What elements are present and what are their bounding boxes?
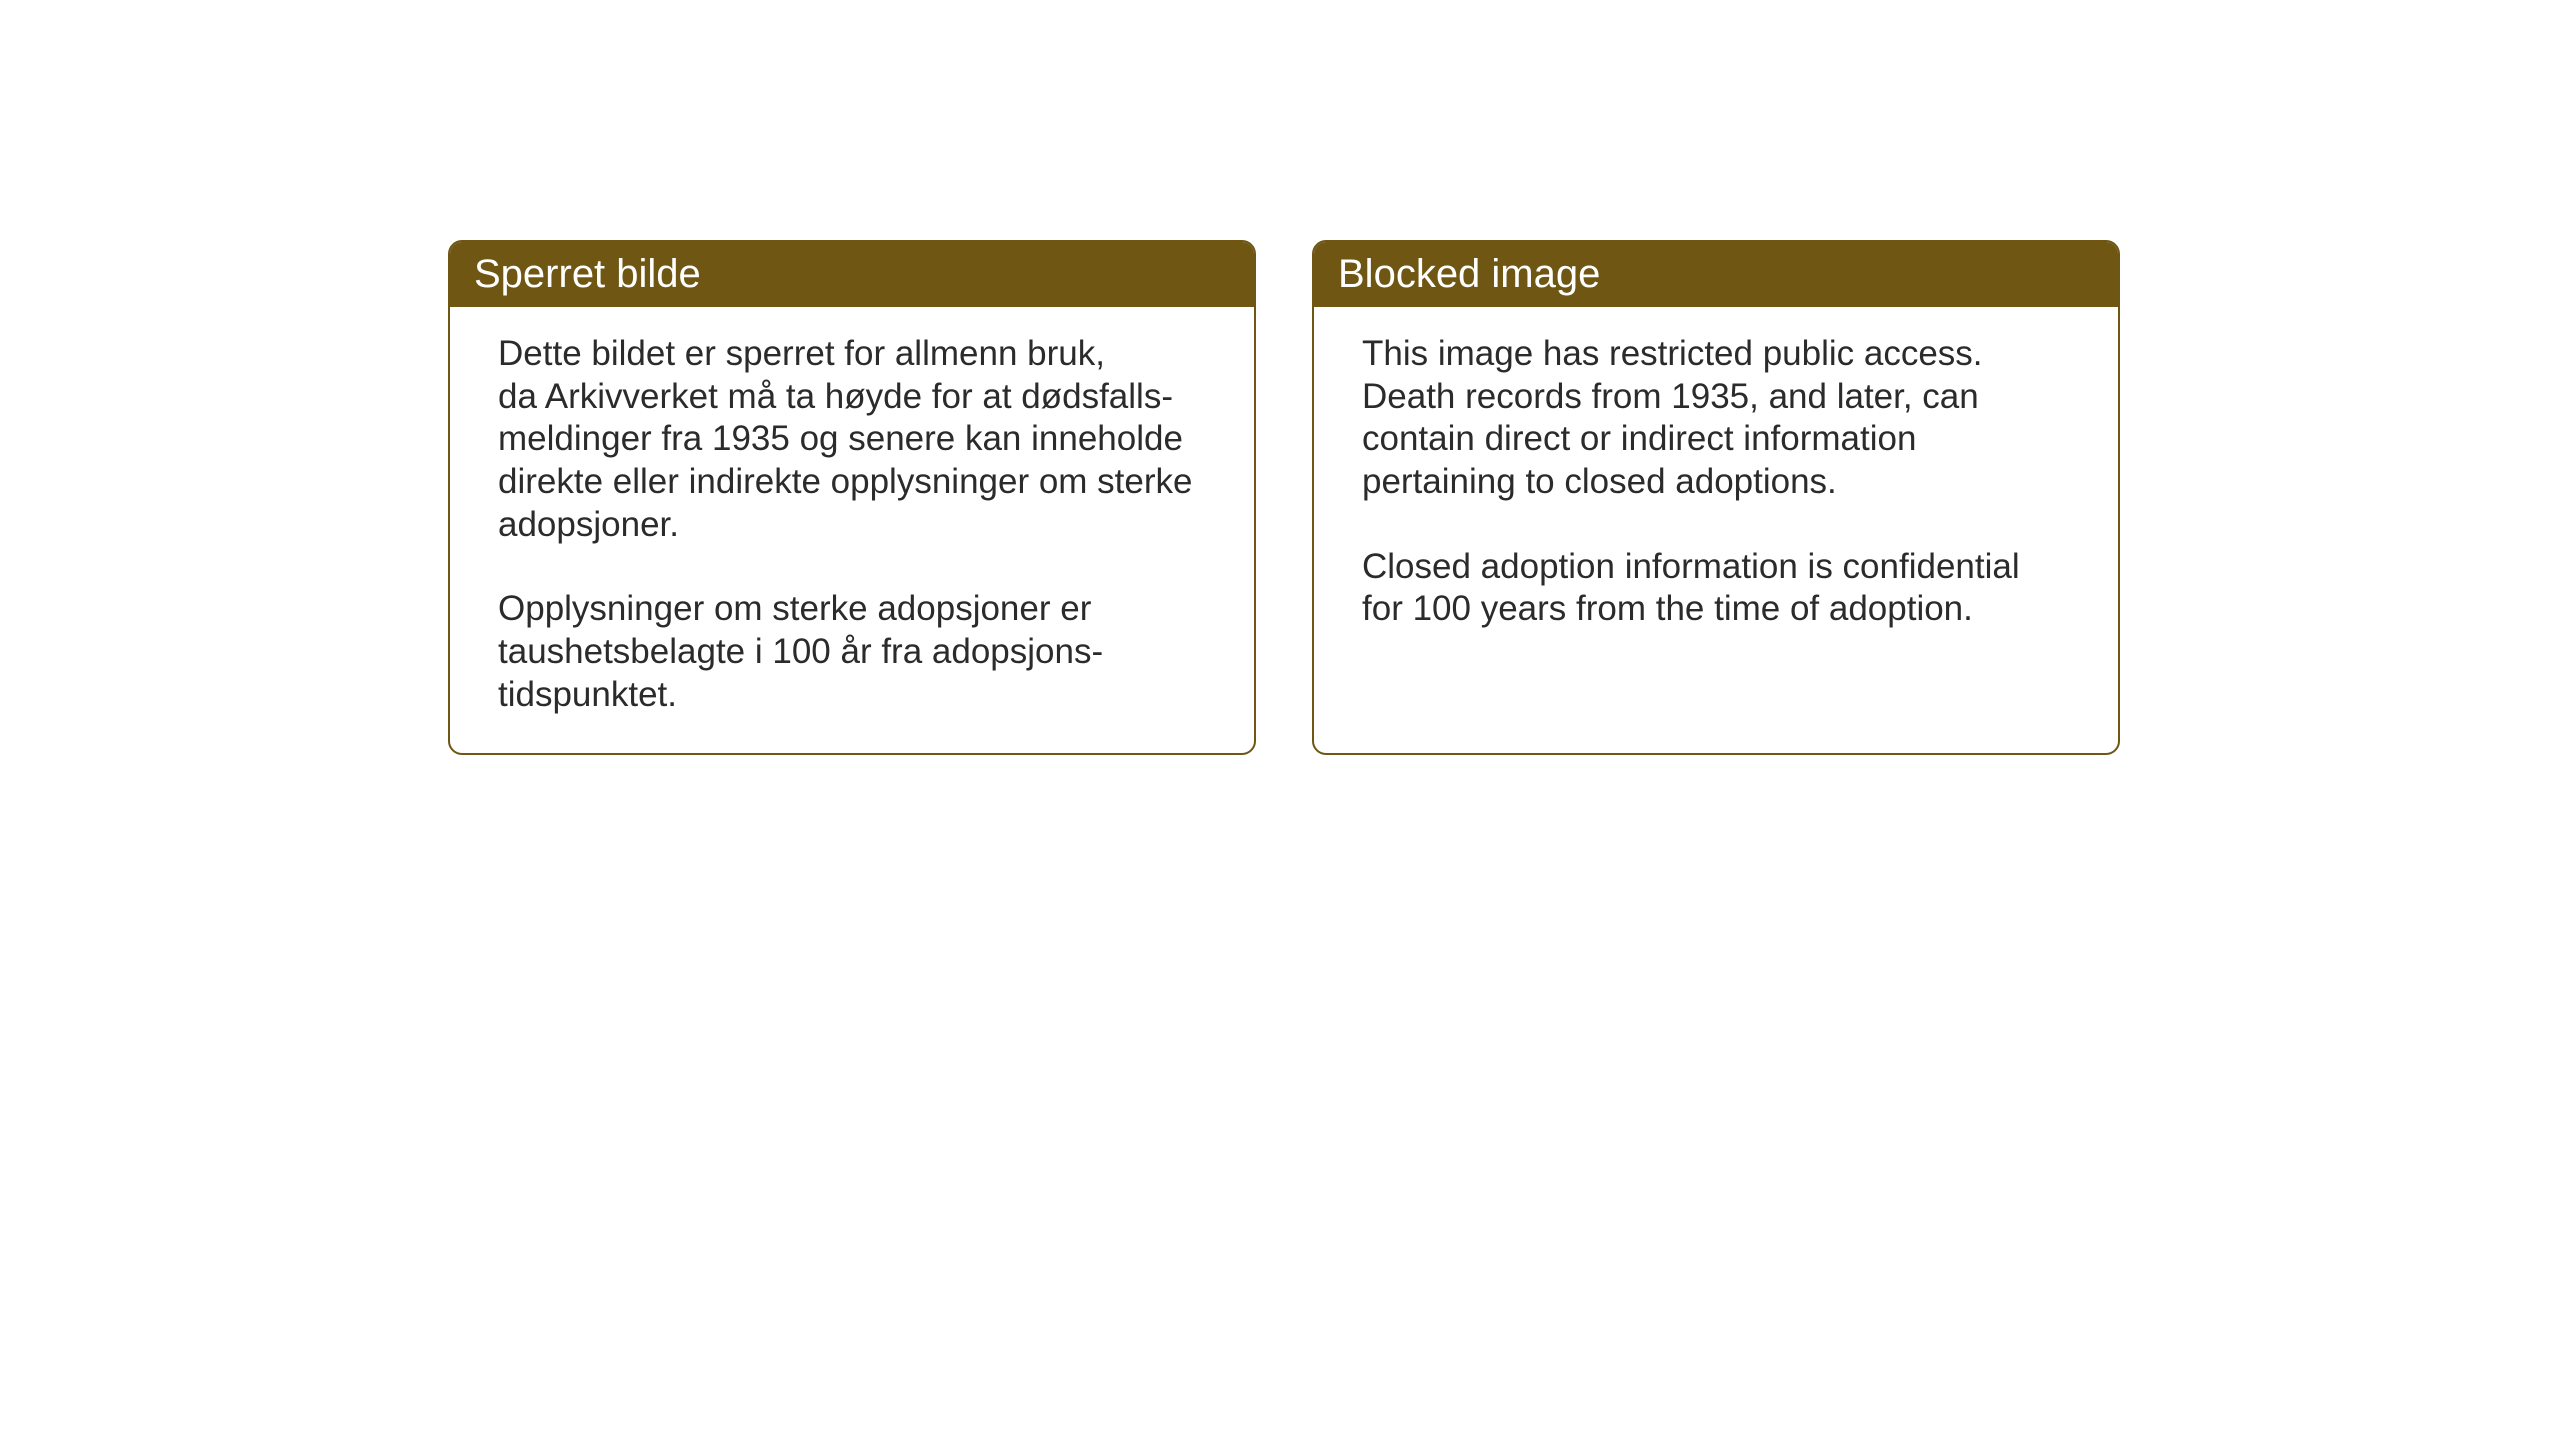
card-paragraph: Opplysninger om sterke adopsjoner ertaus…	[498, 588, 1214, 716]
notice-container: Sperret bilde Dette bildet er sperret fo…	[448, 240, 2120, 755]
card-header-norwegian: Sperret bilde	[450, 242, 1254, 307]
card-paragraph: Dette bildet er sperret for allmenn bruk…	[498, 333, 1214, 546]
card-paragraph: Closed adoption information is confident…	[1362, 546, 2078, 631]
notice-card-norwegian: Sperret bilde Dette bildet er sperret fo…	[448, 240, 1256, 755]
card-body-english: This image has restricted public access.…	[1314, 307, 2118, 667]
card-body-norwegian: Dette bildet er sperret for allmenn bruk…	[450, 307, 1254, 753]
notice-card-english: Blocked image This image has restricted …	[1312, 240, 2120, 755]
card-paragraph: This image has restricted public access.…	[1362, 333, 2078, 504]
card-header-english: Blocked image	[1314, 242, 2118, 307]
